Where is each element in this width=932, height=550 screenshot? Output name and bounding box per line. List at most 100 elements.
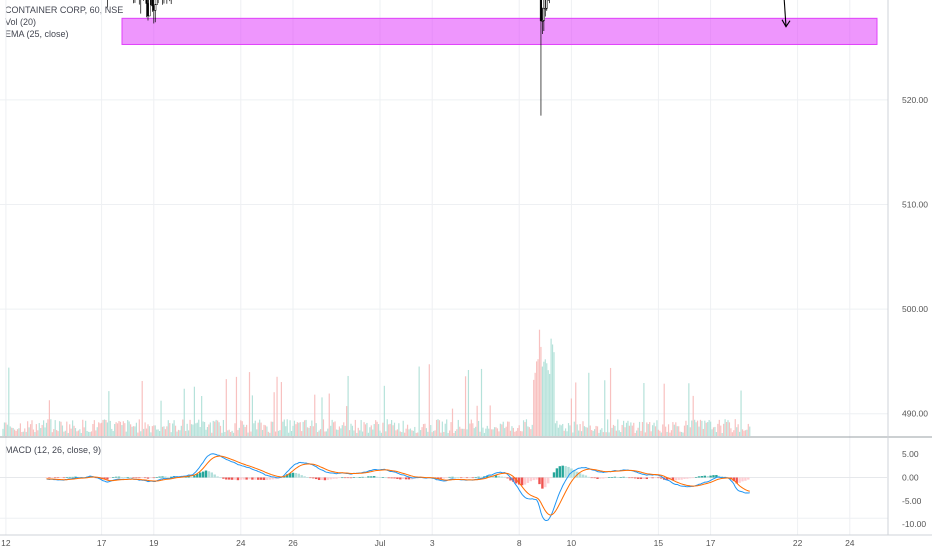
macd-hist-bar	[184, 476, 187, 478]
legend-ema: EMA (25, close)	[5, 29, 69, 39]
x-tick-label: 10	[567, 538, 577, 548]
volume-bar	[366, 422, 368, 436]
volume-bar	[560, 425, 562, 436]
volume-bar	[159, 431, 161, 436]
y-tick-label: 520.00	[902, 95, 928, 105]
volume-bar	[511, 426, 513, 436]
macd-line	[46, 453, 750, 522]
volume-bar	[238, 427, 240, 436]
volume-bar	[457, 419, 459, 436]
volume-bar	[482, 427, 484, 436]
volume-bar	[437, 419, 439, 436]
volume-bar	[101, 422, 103, 436]
volume-bar	[444, 423, 446, 436]
x-tick-label: 24	[236, 538, 246, 548]
macd-histogram	[0, 465, 888, 489]
volume-bar	[736, 427, 738, 436]
volume-bar	[186, 423, 188, 436]
macd-hist-bar	[326, 477, 329, 480]
volume-bar	[321, 397, 323, 436]
volume-bar	[69, 424, 71, 436]
volume-bar	[449, 430, 451, 436]
volume-bar	[163, 426, 165, 436]
volume-bar	[201, 396, 203, 436]
volume-bar	[25, 431, 27, 436]
volume-bar	[402, 420, 404, 436]
volume-bar	[112, 431, 114, 436]
volume-bar	[414, 426, 416, 436]
volume-bar	[621, 424, 623, 436]
volume-bar	[420, 430, 422, 436]
macd-tick-label: 5.00	[902, 449, 919, 459]
volume-bar	[388, 424, 390, 436]
volume-bar	[161, 426, 164, 436]
volume-bar	[105, 419, 107, 436]
volume-bar	[21, 432, 23, 436]
macd-hist-bar	[619, 477, 622, 478]
macd-hist-bar	[280, 477, 283, 479]
volume-bar	[696, 420, 699, 436]
volume-bar	[478, 420, 480, 436]
volume-bar	[691, 420, 693, 436]
macd-hist-bar	[51, 477, 54, 479]
volume-bar	[212, 420, 214, 436]
macd-hist-bar	[631, 477, 634, 479]
volume-bar	[12, 427, 14, 436]
volume-bar	[90, 431, 93, 436]
macd-hist-bar	[602, 477, 605, 479]
volume-bar	[148, 426, 151, 436]
volume-bar	[166, 426, 168, 436]
candle-body	[545, 0, 548, 9]
volume-bar	[515, 430, 517, 436]
macd-hist-bar	[341, 477, 344, 479]
support-zone	[121, 17, 878, 45]
volume-bar	[575, 382, 577, 436]
macd-hist-bar	[138, 477, 141, 479]
volume-bar	[222, 420, 224, 436]
volume-bar	[469, 423, 471, 436]
macd-hist-bar	[474, 477, 477, 478]
volume-bar	[3, 422, 6, 436]
volume-bar	[86, 430, 88, 436]
volume-bar	[686, 425, 688, 436]
volume-bar	[188, 430, 190, 436]
volume-bar	[311, 420, 313, 436]
volume-bar	[130, 424, 132, 436]
volume-bar	[389, 423, 391, 436]
volume-bar	[356, 432, 358, 436]
volume-bar	[572, 432, 574, 436]
volume-bar	[335, 429, 338, 436]
x-tick-label: 3	[430, 538, 435, 548]
volume-bar	[19, 423, 21, 436]
volume-bar	[72, 420, 74, 436]
volume-bar	[701, 420, 703, 436]
volume-bar	[293, 420, 296, 436]
volume-bar	[396, 429, 398, 436]
macd-hist-bar	[628, 477, 631, 479]
volume-bar	[408, 429, 410, 436]
macd-hist-bar	[291, 472, 295, 478]
macd-hist-bar	[549, 477, 553, 479]
projection-arrow-head	[781, 19, 791, 28]
volume-bar	[543, 361, 545, 436]
macd-hist-bar	[251, 477, 254, 480]
macd-hist-bar	[54, 477, 57, 479]
volume-bar	[386, 419, 388, 436]
volume-bar	[559, 424, 561, 436]
macd-hist-bar	[193, 475, 196, 478]
volume-bar	[524, 422, 526, 436]
volume-bar	[111, 428, 113, 436]
volume-bar	[715, 432, 717, 436]
volume-bar	[391, 420, 393, 436]
volume-bar	[634, 432, 636, 436]
volume-bar	[533, 379, 535, 436]
macd-hist-bar	[465, 477, 469, 479]
macd-hist-bar	[552, 472, 556, 478]
macd-hist-bar	[384, 477, 387, 479]
volume-bar	[683, 425, 686, 436]
volume-bar	[108, 391, 110, 436]
macd-hist-bar	[71, 476, 74, 478]
volume-bar	[549, 373, 551, 436]
volume-bar	[656, 420, 658, 436]
